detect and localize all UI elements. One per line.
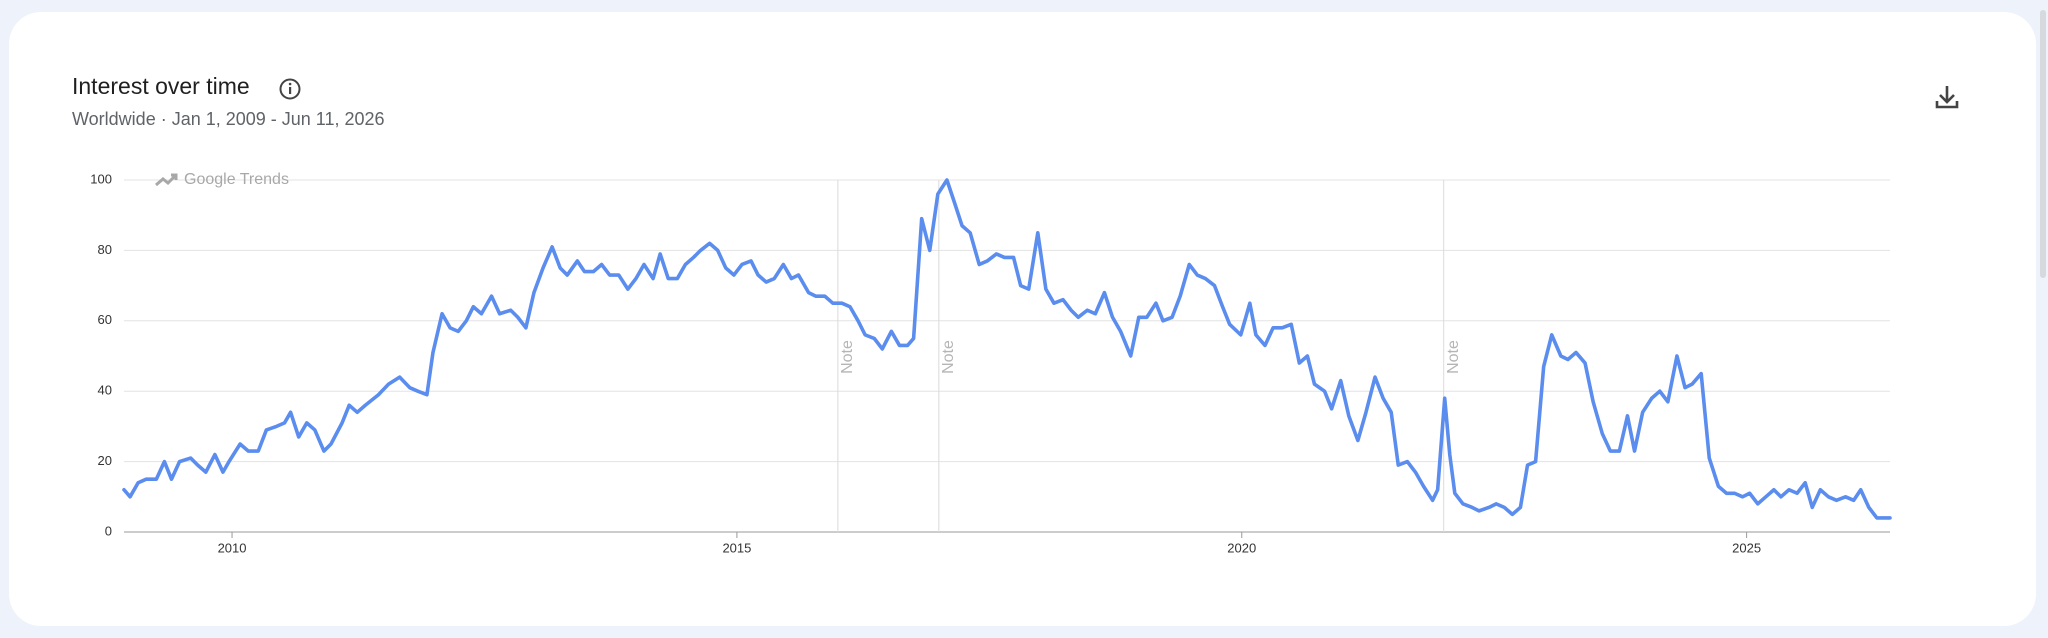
y-tick-label: 60 <box>98 312 112 327</box>
x-tick-label: 2020 <box>1227 540 1256 555</box>
annotation-label: Note <box>839 340 856 374</box>
annotation-label: Note <box>1445 340 1462 374</box>
watermark: Google Trends <box>184 171 289 188</box>
y-tick-label: 0 <box>105 523 112 538</box>
y-tick-label: 100 <box>90 171 112 186</box>
y-tick-label: 80 <box>98 242 112 257</box>
y-tick-label: 20 <box>98 453 112 468</box>
watermark-icon <box>155 173 178 187</box>
card <box>9 12 2036 626</box>
series-line <box>122 178 1892 520</box>
chart-subtitle: Worldwide · Jan 1, 2009 - Jun 11, 2026 <box>72 109 385 129</box>
y-tick-label: 40 <box>98 383 112 398</box>
info-icon[interactable] <box>279 78 301 100</box>
x-tick-label: 2010 <box>218 540 247 555</box>
scrollbar[interactable] <box>2040 10 2046 278</box>
download-icon[interactable] <box>1935 86 1959 109</box>
x-tick-label: 2015 <box>722 540 751 555</box>
annotation-label: Note <box>940 340 957 374</box>
chart-title: Interest over time <box>72 73 250 99</box>
x-tick-label: 2025 <box>1732 540 1761 555</box>
